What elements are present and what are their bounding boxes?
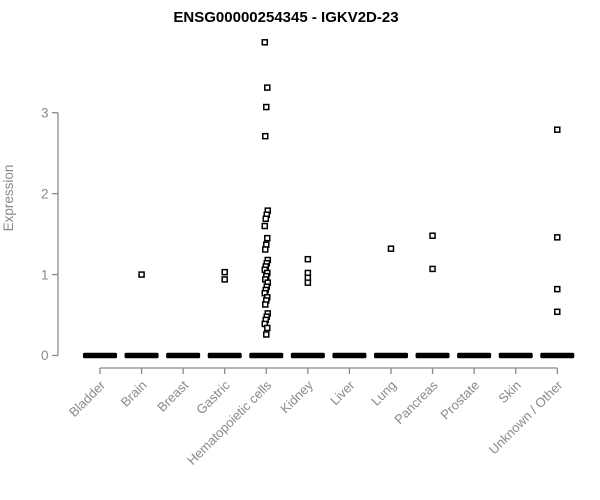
data-point [554, 308, 561, 316]
x-tick-label: Gastric [193, 377, 233, 417]
data-point [304, 279, 312, 286]
zero-cluster-bar [373, 352, 408, 359]
zero-cluster-bar [290, 352, 325, 359]
x-tick-label: Prostate [437, 378, 482, 423]
x-tick-label: Pancreas [391, 377, 441, 427]
y-tick-label: 1 [41, 267, 49, 282]
data-point [261, 39, 269, 46]
data-point [263, 331, 270, 338]
x-tick-label: Skin [495, 378, 523, 406]
data-point [221, 276, 228, 283]
zero-cluster-bar [457, 352, 492, 359]
zero-cluster-bar [207, 352, 242, 359]
x-tick-label: Liver [327, 377, 358, 408]
zero-cluster-bar [83, 352, 117, 359]
y-tick-label: 3 [41, 105, 49, 120]
x-tick-label: Breast [154, 377, 191, 414]
x-tick-label: Kidney [277, 377, 316, 416]
y-tick-label: 0 [41, 348, 49, 363]
data-point [261, 222, 269, 230]
data-point [264, 234, 271, 242]
data-point [138, 271, 145, 278]
x-tick-label: Brain [118, 378, 150, 410]
data-point [554, 234, 561, 241]
data-point [264, 324, 271, 332]
zero-cluster-bar [332, 352, 367, 359]
zero-cluster-bar [124, 352, 159, 359]
data-point [262, 301, 269, 308]
zero-cluster-bar [415, 352, 450, 359]
zero-cluster-bar [498, 352, 533, 359]
y-axis-label: Expression [1, 165, 16, 232]
data-point [304, 255, 312, 263]
data-point [387, 245, 395, 252]
zero-cluster-bar [249, 352, 284, 359]
data-point [262, 246, 269, 253]
data-point [554, 126, 561, 133]
data-point [221, 268, 228, 276]
data-point [554, 285, 561, 293]
data-points-layer [83, 39, 575, 359]
chart-title: ENSG00000254345 - IGKV2D-23 [173, 9, 398, 26]
y-tick-label: 2 [41, 186, 49, 201]
data-point [429, 232, 436, 239]
zero-cluster-bar [166, 352, 201, 359]
data-point [263, 103, 270, 111]
data-point [262, 132, 269, 140]
data-point [262, 215, 270, 222]
x-tick-label: Lung [368, 378, 399, 409]
data-point [264, 84, 271, 91]
x-tick-label: Unknown / Other [486, 377, 566, 457]
x-tick-label: Bladder [66, 377, 109, 420]
zero-cluster-bar [540, 352, 575, 359]
data-point [429, 265, 436, 273]
